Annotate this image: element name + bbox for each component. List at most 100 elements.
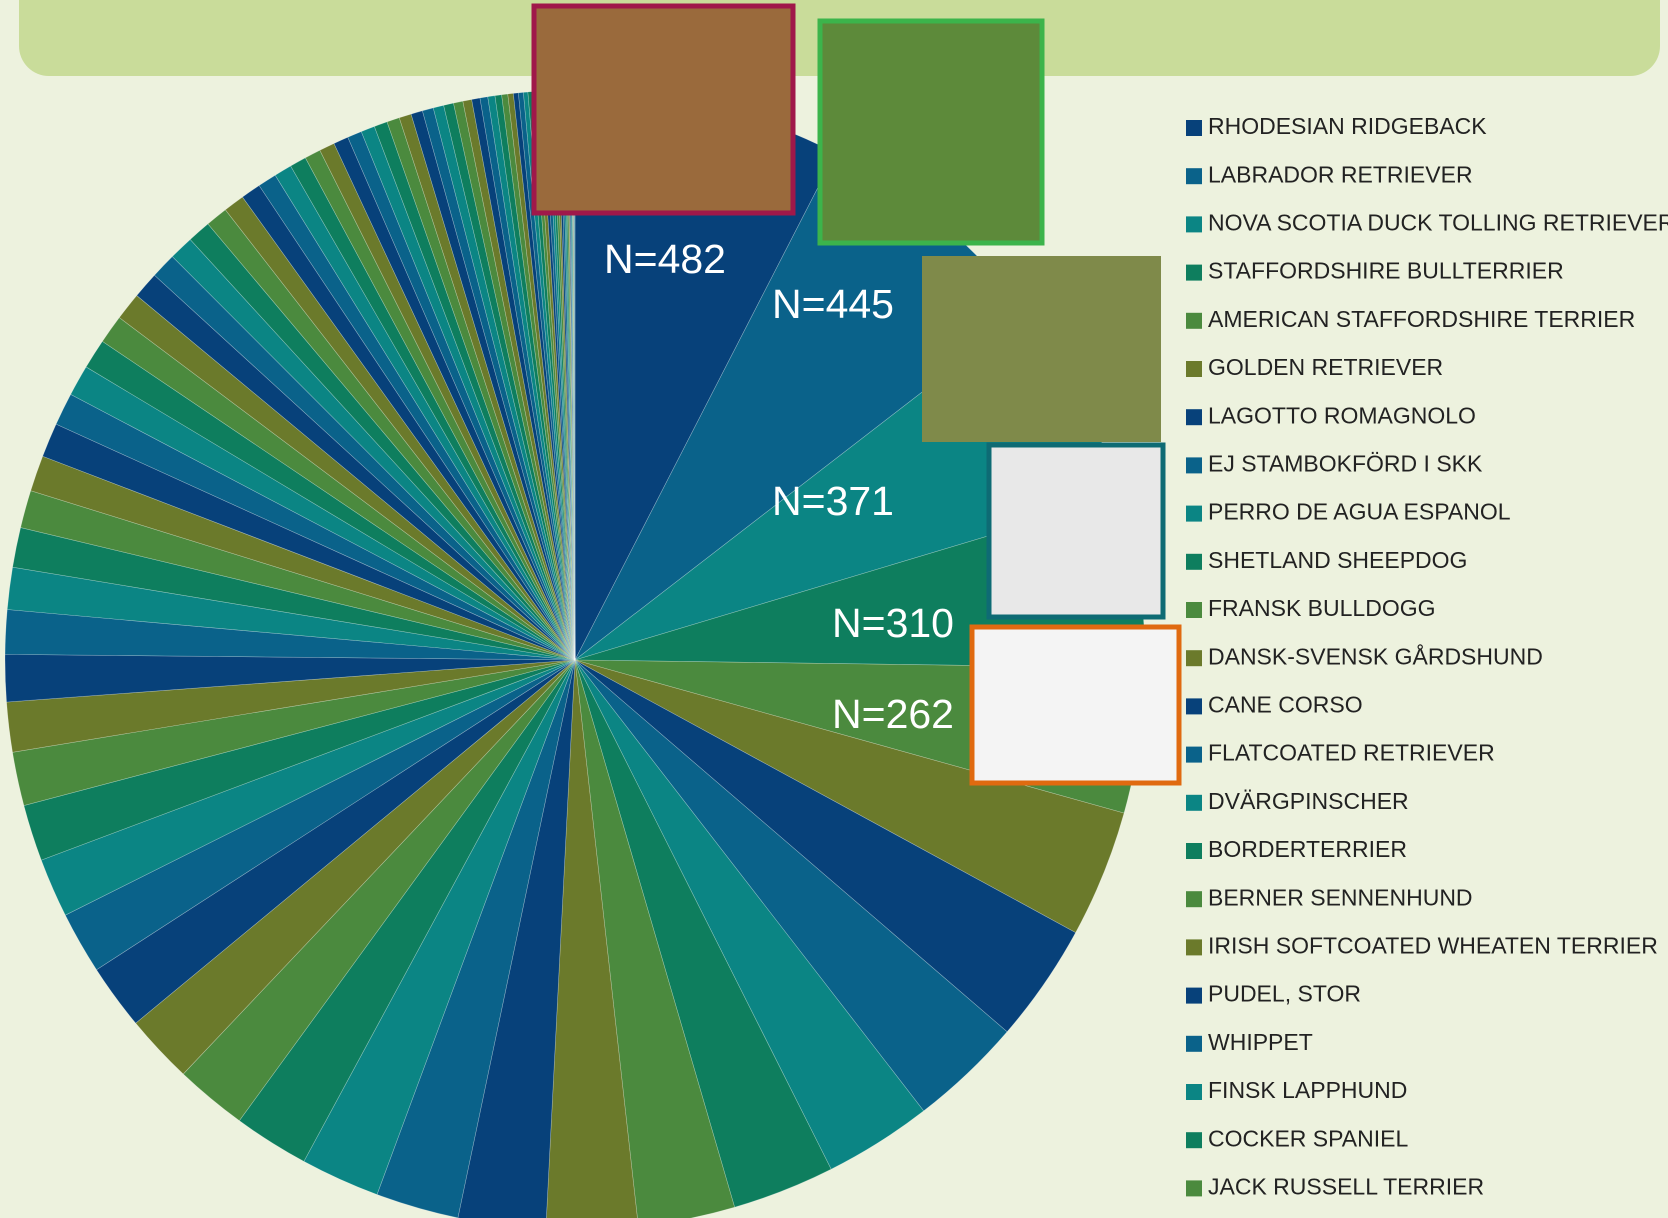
pie-slice (135, 659, 576, 1075)
pie-slice (507, 93, 576, 661)
pie-slice (6, 566, 576, 661)
pie-slice (453, 100, 576, 661)
legend-swatch (1186, 987, 1202, 1004)
pie-slice (96, 659, 576, 1024)
pie-slice (258, 174, 576, 661)
legend-label: DANSK-SVENSK GÅRDSHUND (1208, 642, 1543, 669)
legend-swatch (1186, 698, 1202, 715)
photo-american-staffordshire (969, 624, 1182, 786)
pie-slice (373, 121, 576, 661)
legend-swatch (1186, 409, 1202, 426)
legend-swatch (1186, 1084, 1202, 1100)
pie-slice (12, 527, 576, 661)
pie-slice (4, 609, 576, 661)
pie-slice (523, 91, 576, 661)
pie-slice (386, 117, 576, 661)
legend-label: STAFFORDSHIRE BULLTERRIER (1208, 258, 1564, 284)
pie-slice (55, 393, 576, 661)
pie-slice (398, 113, 576, 661)
legend-label: PUDEL, STOR (1208, 981, 1361, 1007)
pie-slice (224, 196, 576, 661)
data-label: N=310 (832, 600, 954, 646)
legend-swatch (1186, 602, 1202, 618)
legend: RHODESIAN RIDGEBACK LABRADOR RETRIEVER NOV… (1186, 113, 1668, 1199)
pie-slice (4, 654, 576, 703)
pie-slice (40, 659, 576, 916)
legend-label: LAGOTTO ROMAGNOLO (1208, 402, 1476, 428)
pie-slice (333, 136, 576, 661)
legend-swatch (1186, 120, 1202, 136)
pie-slice (304, 149, 576, 661)
legend-label: WHIPPET (1208, 1029, 1313, 1055)
pie-slice (360, 126, 576, 661)
pie-slice (574, 659, 832, 1208)
pie-slice (462, 99, 576, 661)
pie-slice (443, 102, 576, 661)
pie-slice (574, 659, 1076, 1033)
photo-staffordshire (986, 442, 1166, 620)
pie-slice (242, 185, 576, 661)
legend-label: FLATCOATED RETRIEVER (1208, 740, 1495, 766)
pie-slice (513, 92, 576, 661)
pie-slice (432, 104, 576, 661)
pie-slice (6, 659, 576, 753)
pie-slice (30, 455, 576, 661)
pie-slice (494, 94, 576, 661)
legend-label: FINSK LAPPHUND (1208, 1077, 1407, 1103)
photo-labrador-retriever (817, 18, 1045, 246)
pie-slice (136, 274, 576, 661)
pie-slice (303, 659, 576, 1195)
pie-slice (574, 659, 1008, 1112)
legend-label: NOVA SCOTIA DUCK TOLLING RETRIEVER (1208, 209, 1668, 235)
pie-slice (207, 209, 576, 661)
data-label: N=482 (604, 236, 726, 282)
photo-nova-scotia (922, 256, 1161, 442)
legend-label: AMERICAN STAFFORDSHIRE TERRIER (1208, 306, 1635, 332)
pie-slice (171, 239, 576, 661)
data-label: N=371 (772, 478, 894, 524)
pie-slice (422, 107, 576, 661)
legend-swatch (1186, 1180, 1202, 1197)
pie-slice (64, 659, 576, 971)
legend-label: RHODESIAN RIDGEBACK (1208, 113, 1487, 139)
pie-slice (154, 256, 576, 661)
pie-slice (319, 143, 576, 661)
pie-slice (85, 340, 576, 661)
legend-label: FRANSK BULLDOGG (1208, 595, 1436, 621)
data-label: N=262 (832, 691, 954, 737)
legend-swatch (1186, 361, 1202, 377)
pie-slice (518, 92, 576, 661)
pie-slice (487, 95, 576, 661)
legend-label: PERRO DE AGUA ESPANOL (1208, 499, 1511, 525)
legend-swatch (1186, 457, 1202, 474)
legend-swatch (1186, 264, 1202, 281)
legend-swatch (1186, 650, 1202, 667)
pie-slice (574, 659, 735, 1218)
pie-slice (574, 659, 1125, 933)
legend-label: EJ STAMBOKFÖRD I SKK (1208, 450, 1483, 476)
pie-slice (182, 659, 576, 1122)
pie (4, 89, 1146, 1218)
legend-swatch (1186, 168, 1202, 185)
legend-swatch (1186, 216, 1202, 233)
legend-label: BORDERTERRIER (1208, 836, 1407, 862)
legend-label: JACK RUSSELL TERRIER (1208, 1173, 1484, 1199)
pie-slice (238, 659, 576, 1162)
legend-swatch (1186, 746, 1202, 763)
legend-label: LABRADOR RETRIEVER (1208, 161, 1473, 187)
legend-swatch (1186, 843, 1202, 859)
pie-slice (70, 366, 576, 661)
photo-rhodesian-ridgeback (531, 3, 796, 216)
pie-slice (410, 110, 576, 661)
pie-slice (12, 659, 576, 806)
pie-slice (20, 490, 576, 661)
legend-swatch (1186, 939, 1202, 956)
legend-label: CANE CORSO (1208, 691, 1363, 717)
pie-slice (290, 157, 576, 661)
pie-slice (23, 659, 576, 861)
legend-swatch (1186, 794, 1202, 811)
legend-label: SHETLAND SHEEPDOG (1208, 547, 1467, 573)
legend-label: IRISH SOFTCOATED WHEATEN TERRIER (1208, 932, 1658, 958)
data-labels: N=482 N=445 N=371 N=310 N=262 (604, 236, 954, 737)
